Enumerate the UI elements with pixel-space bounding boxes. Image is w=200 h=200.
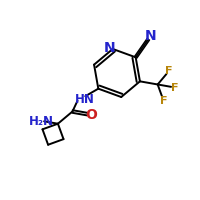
Text: F: F — [160, 96, 167, 106]
Text: HN: HN — [75, 93, 94, 106]
Text: N: N — [145, 29, 157, 43]
Text: F: F — [171, 83, 179, 93]
Text: F: F — [165, 66, 173, 76]
Text: H₂N: H₂N — [29, 115, 54, 128]
Text: N: N — [103, 41, 115, 55]
Text: O: O — [86, 108, 98, 122]
